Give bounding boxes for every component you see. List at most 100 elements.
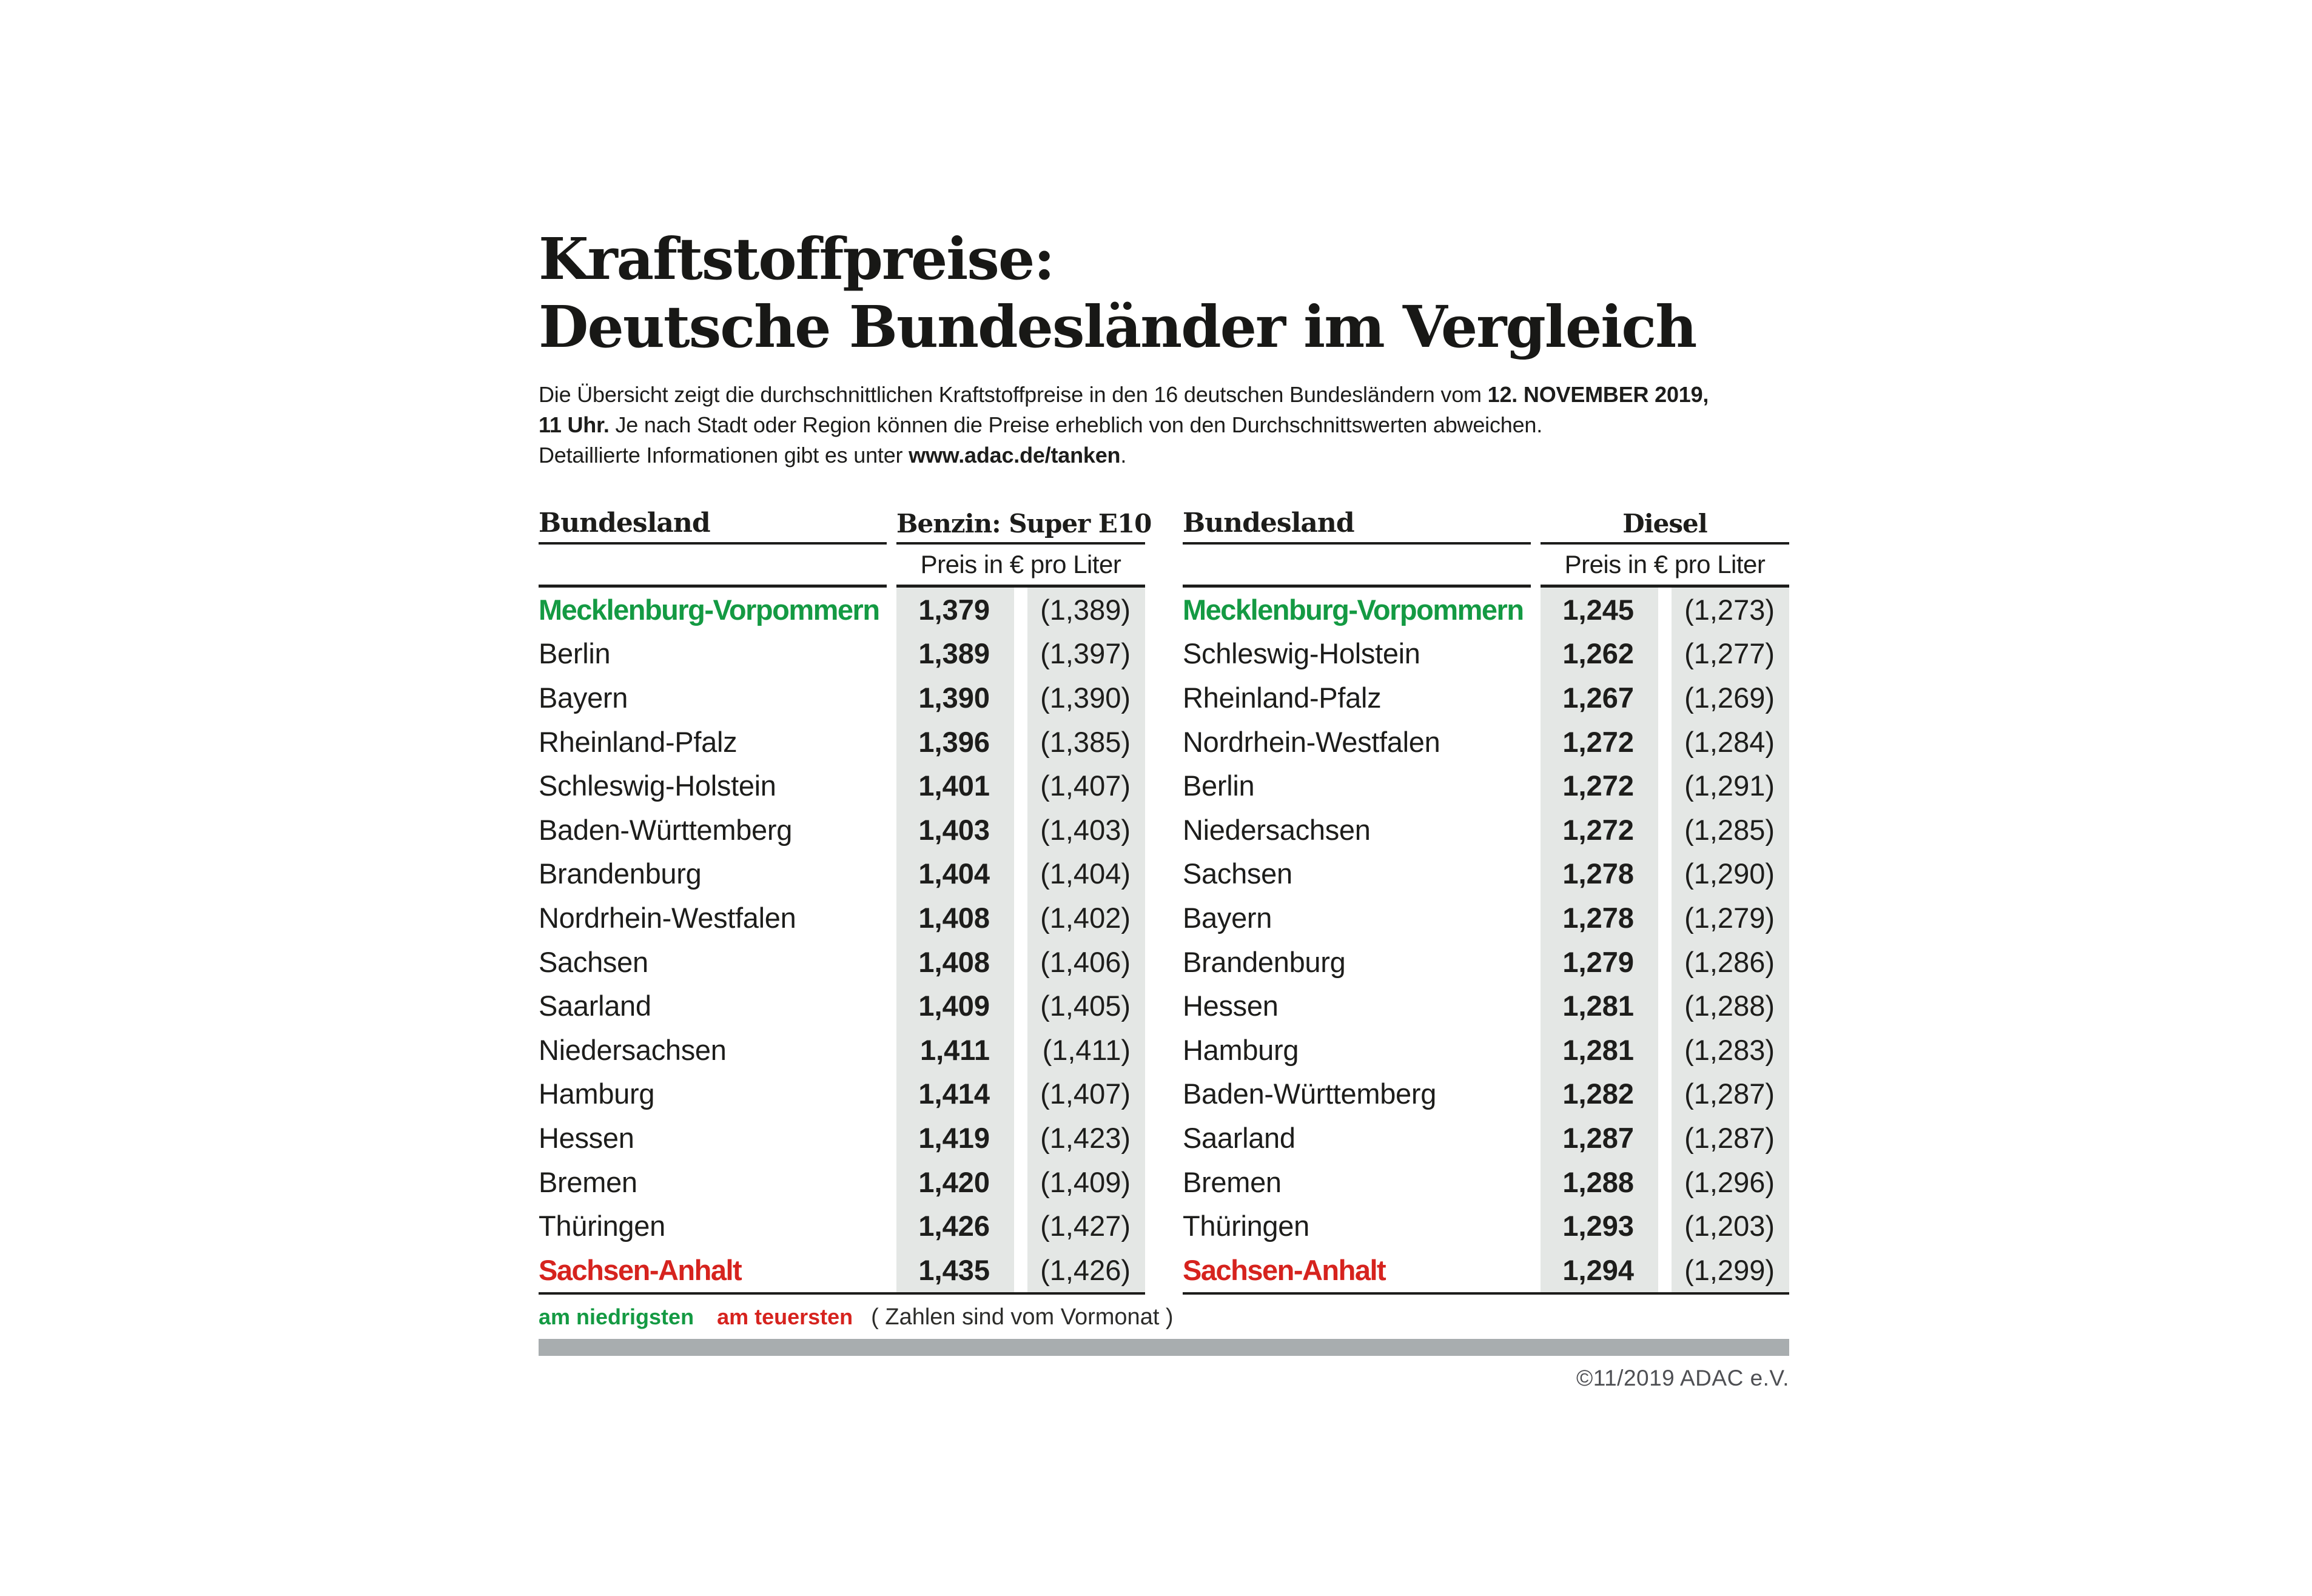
current-price: 1,287 bbox=[1541, 1116, 1658, 1160]
state-name: Sachsen-Anhalt bbox=[539, 1253, 742, 1286]
table-bottom-rule bbox=[1183, 1292, 1789, 1295]
table-row: Hamburg 1,414 (1,407) bbox=[539, 1071, 1145, 1116]
previous-month-price: (1,390) bbox=[1027, 676, 1145, 720]
current-price: 1,390 bbox=[896, 676, 1014, 720]
state-name: Bayern bbox=[1183, 901, 1272, 934]
current-price: 1,401 bbox=[896, 763, 1014, 808]
previous-month-price: (1,283) bbox=[1672, 1027, 1789, 1072]
current-price: 1,419 bbox=[896, 1116, 1014, 1160]
table-row: Schleswig-Holstein 1,262 (1,277) bbox=[1183, 631, 1789, 676]
current-price: 1,409 bbox=[896, 984, 1014, 1028]
divider-segment bbox=[1541, 542, 1789, 545]
state-name: Hamburg bbox=[539, 1078, 655, 1110]
column-header-benzin-super-e10: Benzin: Super E10 bbox=[896, 509, 1152, 538]
table-row: Berlin 1,389 (1,397) bbox=[539, 631, 1145, 676]
current-price: 1,411 bbox=[896, 1027, 1014, 1072]
benzin-table-body: Mecklenburg-Vorpommern 1,379 (1,389) Berlin… bbox=[539, 588, 1145, 1292]
table-row: Schleswig-Holstein 1,401 (1,407) bbox=[539, 763, 1145, 808]
column-header-bundesland: Bundesland bbox=[1183, 508, 1355, 538]
previous-month-price: (1,203) bbox=[1672, 1204, 1789, 1248]
diesel-table-header: Bundesland Diesel bbox=[1183, 505, 1789, 542]
table-row: Saarland 1,409 (1,405) bbox=[539, 984, 1145, 1028]
intro-regular-text: Detaillierte Informationen gibt es unter bbox=[539, 443, 909, 468]
table-row: Baden-Württemberg 1,282 (1,287) bbox=[1183, 1071, 1789, 1116]
previous-month-price: (1,402) bbox=[1027, 896, 1145, 940]
table-row: Bayern 1,390 (1,390) bbox=[539, 676, 1145, 720]
previous-month-price: (1,405) bbox=[1027, 984, 1145, 1028]
current-price: 1,379 bbox=[896, 588, 1014, 632]
state-name: Rheinland-Pfalz bbox=[539, 725, 738, 758]
previous-month-price: (1,287) bbox=[1672, 1116, 1789, 1160]
legend-previous-month-note: ( Zahlen sind vom Vormonat ) bbox=[871, 1304, 1174, 1330]
previous-month-price: (1,411) bbox=[1027, 1027, 1145, 1072]
current-price: 1,408 bbox=[896, 896, 1014, 940]
tables-container: Bundesland Benzin: Super E10 Preis in € … bbox=[539, 505, 1789, 1295]
state-name: Niedersachsen bbox=[539, 1033, 727, 1066]
table-row: Thüringen 1,293 (1,203) bbox=[1183, 1204, 1789, 1248]
previous-month-price: (1,285) bbox=[1672, 807, 1789, 852]
current-price: 1,262 bbox=[1541, 631, 1658, 676]
divider-line bbox=[1183, 585, 1789, 588]
current-price: 1,389 bbox=[896, 631, 1014, 676]
previous-month-price: (1,426) bbox=[1027, 1247, 1145, 1292]
state-name: Sachsen bbox=[1183, 857, 1292, 890]
previous-month-price: (1,296) bbox=[1672, 1159, 1789, 1204]
legend-highest-label: am teuersten bbox=[717, 1304, 853, 1329]
state-name: Sachsen-Anhalt bbox=[1183, 1253, 1386, 1286]
divider-segment bbox=[896, 585, 1145, 588]
state-name: Sachsen bbox=[539, 945, 648, 978]
benzin-table-header: Bundesland Benzin: Super E10 bbox=[539, 505, 1152, 542]
price-unit-subheader: Preis in € pro Liter bbox=[920, 550, 1121, 578]
previous-month-price: (1,406) bbox=[1027, 939, 1145, 984]
table-row: Bremen 1,420 (1,409) bbox=[539, 1159, 1145, 1204]
previous-month-price: (1,277) bbox=[1672, 631, 1789, 676]
table-row: Sachsen-Anhalt 1,294 (1,299) bbox=[1183, 1247, 1789, 1292]
state-name: Hessen bbox=[539, 1121, 634, 1154]
previous-month-price: (1,404) bbox=[1027, 851, 1145, 896]
current-price: 1,278 bbox=[1541, 851, 1658, 896]
divider-segment bbox=[539, 585, 887, 588]
state-name: Saarland bbox=[539, 990, 651, 1022]
intro-regular-text: . bbox=[1120, 443, 1127, 468]
previous-month-price: (1,389) bbox=[1027, 588, 1145, 632]
page-title: Kraftstoffpreise: Deutsche Bundesländer … bbox=[539, 226, 1789, 361]
column-header-diesel: Diesel bbox=[1622, 509, 1707, 538]
diesel-price-table: Bundesland Diesel Preis in € pro Liter M… bbox=[1183, 505, 1789, 1295]
table-row: Bayern 1,278 (1,279) bbox=[1183, 896, 1789, 940]
state-name: Mecklenburg-Vorpommern bbox=[1183, 593, 1524, 626]
intro-regular-text: Die Übersicht zeigt die durchschnittlich… bbox=[539, 382, 1488, 407]
state-name: Thüringen bbox=[1183, 1210, 1309, 1242]
state-name: Schleswig-Holstein bbox=[539, 770, 776, 802]
current-price: 1,288 bbox=[1541, 1159, 1658, 1204]
current-price: 1,420 bbox=[896, 1159, 1014, 1204]
table-row: Thüringen 1,426 (1,427) bbox=[539, 1204, 1145, 1248]
current-price: 1,272 bbox=[1541, 719, 1658, 764]
current-price: 1,281 bbox=[1541, 984, 1658, 1028]
state-name: Niedersachsen bbox=[1183, 813, 1371, 846]
current-price: 1,272 bbox=[1541, 807, 1658, 852]
previous-month-price: (1,427) bbox=[1027, 1204, 1145, 1248]
state-name: Berlin bbox=[539, 637, 611, 670]
previous-month-price: (1,287) bbox=[1672, 1071, 1789, 1116]
state-name: Saarland bbox=[1183, 1121, 1295, 1154]
current-price: 1,245 bbox=[1541, 588, 1658, 632]
state-name: Baden-Württemberg bbox=[539, 813, 793, 846]
divider-segment bbox=[1541, 585, 1789, 588]
table-row: Rheinland-Pfalz 1,396 (1,385) bbox=[539, 719, 1145, 764]
divider-line bbox=[539, 542, 1145, 545]
table-row: Sachsen-Anhalt 1,435 (1,426) bbox=[539, 1247, 1145, 1292]
table-row: Nordrhein-Westfalen 1,272 (1,284) bbox=[1183, 719, 1789, 764]
previous-month-price: (1,397) bbox=[1027, 631, 1145, 676]
previous-month-price: (1,423) bbox=[1027, 1116, 1145, 1160]
current-price: 1,426 bbox=[896, 1204, 1014, 1248]
previous-month-price: (1,286) bbox=[1672, 939, 1789, 984]
current-price: 1,414 bbox=[896, 1071, 1014, 1116]
state-name: Nordrhein-Westfalen bbox=[1183, 725, 1440, 758]
page-title-line2: Deutsche Bundesländer im Vergleich bbox=[539, 293, 1697, 361]
previous-month-price: (1,288) bbox=[1672, 984, 1789, 1028]
current-price: 1,435 bbox=[896, 1247, 1014, 1292]
current-price: 1,267 bbox=[1541, 676, 1658, 720]
infographic-content: Kraftstoffpreise: Deutsche Bundesländer … bbox=[539, 226, 1789, 1391]
state-name: Bayern bbox=[539, 681, 628, 714]
